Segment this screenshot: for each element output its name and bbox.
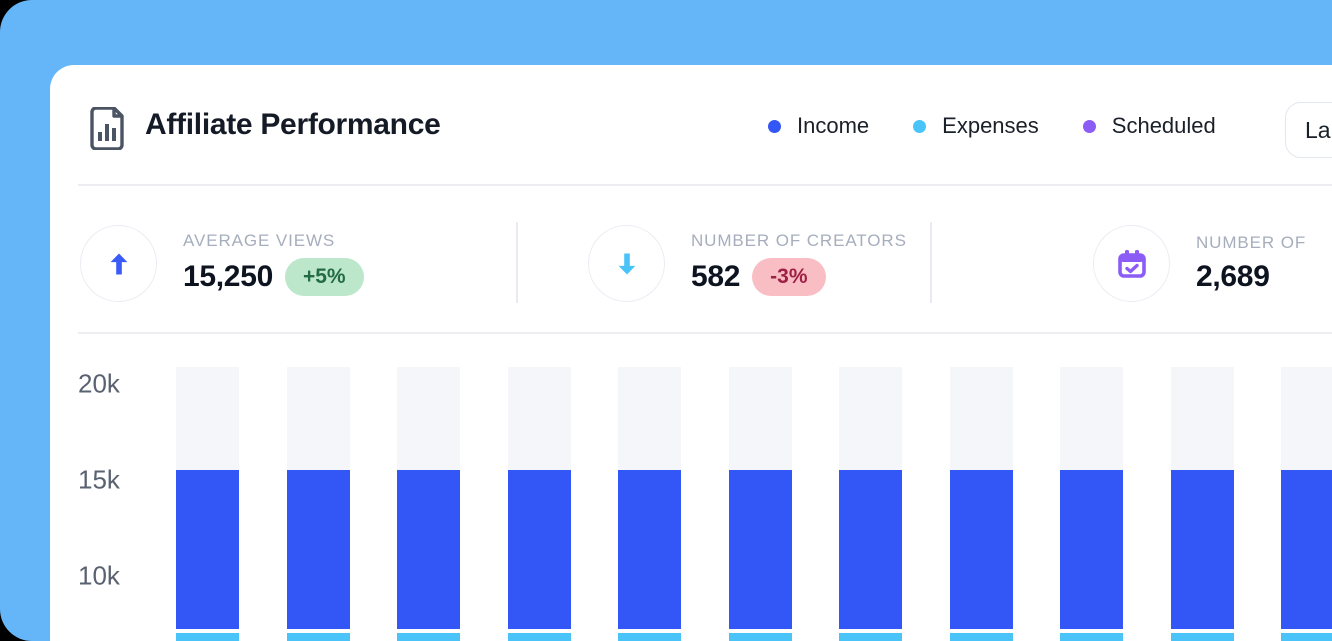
stat-label: AVERAGE VIEWS [183, 231, 336, 251]
legend-label-scheduled: Scheduled [1111, 113, 1216, 138]
period-selector-button[interactable]: La [1285, 102, 1332, 158]
bar[interactable] [1170, 366, 1234, 641]
bar-segment-track [839, 366, 902, 471]
legend-label-income: Income [797, 113, 870, 138]
bar-segment-expenses [507, 632, 571, 641]
trend-down-icon [588, 225, 665, 302]
report-icon [90, 107, 124, 150]
bar[interactable] [728, 366, 792, 641]
stat-number-of-creators: NUMBER OF CREATORS 582 -3% [588, 225, 907, 302]
period-selector-label: La [1305, 116, 1331, 143]
bar[interactable] [176, 366, 239, 641]
bar-segment-expenses [397, 632, 460, 641]
bar-segment-income [618, 470, 681, 629]
bar-segment-income [728, 470, 792, 629]
bar-segment-track [1281, 366, 1332, 471]
legend-dot-income [768, 119, 781, 133]
bar-segment-income [397, 470, 460, 629]
bar-segment-track [618, 366, 681, 471]
bar-segment-income [507, 470, 571, 629]
stats-divider [516, 222, 518, 303]
bar-segment-track [1170, 366, 1234, 471]
bar-segment-track [397, 366, 460, 471]
y-tick-label: 10k [78, 560, 120, 591]
bar[interactable] [839, 366, 902, 641]
bar-segment-expenses [949, 632, 1013, 641]
bar-segment-track [286, 366, 350, 471]
stats-bottom-divider [78, 332, 1332, 334]
bar-segment-expenses [1060, 632, 1123, 641]
bar-segment-track [1060, 366, 1123, 471]
delta-badge-down: -3% [752, 258, 826, 296]
legend-item-scheduled[interactable]: Scheduled [1082, 113, 1216, 139]
bar-segment-expenses [839, 632, 902, 641]
bar-segment-income [1060, 470, 1123, 629]
stat-number-of: NUMBER OF 2,689 [1093, 225, 1306, 302]
y-tick-label: 15k [78, 464, 120, 495]
bar-segment-expenses [1281, 632, 1332, 641]
stat-value: 2,689 [1196, 260, 1270, 293]
bar-segment-income [949, 470, 1013, 629]
legend-item-expenses[interactable]: Expenses [913, 113, 1039, 139]
bar-segment-track [949, 366, 1013, 471]
bar-segment-income [839, 470, 902, 629]
stat-body: NUMBER OF 2,689 [1196, 233, 1306, 294]
stat-body: NUMBER OF CREATORS 582 -3% [691, 231, 907, 296]
y-tick-label: 20k [78, 368, 120, 399]
bar-segment-income [286, 470, 350, 629]
bar[interactable] [397, 366, 460, 641]
bar-segment-track [176, 366, 239, 471]
legend-dot-expenses [913, 119, 927, 133]
stats-divider [930, 222, 932, 303]
bar-chart: 20k 15k 10k [50, 65, 1332, 641]
bar-segment-income [1170, 470, 1234, 629]
bar-segment-expenses [728, 632, 792, 641]
stat-label: NUMBER OF CREATORS [691, 231, 907, 251]
stats-row: AVERAGE VIEWS 15,250 +5% NUMBER OF CREAT… [50, 185, 1332, 333]
bar[interactable] [949, 366, 1013, 641]
bar-segment-income [1281, 470, 1332, 629]
stat-label: NUMBER OF [1196, 233, 1307, 252]
bar[interactable] [1281, 366, 1332, 641]
delta-badge-up: +5% [284, 258, 364, 296]
legend-dot-scheduled [1082, 119, 1096, 133]
stat-body: AVERAGE VIEWS 15,250 +5% [183, 231, 364, 296]
stat-value: 582 [691, 260, 741, 293]
bar-segment-expenses [1170, 632, 1234, 641]
affiliate-performance-card: Affiliate Performance Income Expenses Sc… [50, 65, 1332, 641]
header-divider [78, 184, 1332, 186]
legend-item-income[interactable]: Income [768, 113, 869, 139]
bar-segment-expenses [286, 632, 350, 641]
calendar-check-icon [1093, 225, 1170, 302]
stat-value: 15,250 [183, 260, 273, 293]
bar-segment-expenses [618, 632, 681, 641]
bar[interactable] [618, 366, 681, 641]
bar-segment-income [176, 470, 239, 629]
bar[interactable] [1060, 366, 1123, 641]
chart-legend: Income Expenses Scheduled [768, 65, 1216, 187]
bar[interactable] [507, 366, 571, 641]
bar-segment-expenses [176, 632, 239, 641]
legend-label-expenses: Expenses [942, 113, 1039, 138]
page-title: Affiliate Performance [145, 108, 441, 141]
trend-up-icon [80, 225, 157, 302]
bar-segment-track [507, 366, 571, 471]
bar[interactable] [286, 366, 350, 641]
stat-average-views: AVERAGE VIEWS 15,250 +5% [80, 225, 364, 302]
card-header: Affiliate Performance Income Expenses Sc… [50, 65, 1332, 185]
bar-segment-track [728, 366, 792, 471]
